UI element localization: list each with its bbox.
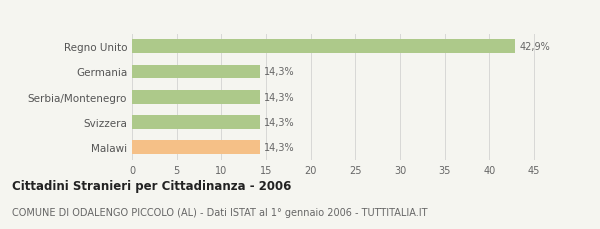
Bar <box>132 141 260 155</box>
Bar <box>132 65 260 79</box>
Text: Cittadini Stranieri per Cittadinanza - 2006: Cittadini Stranieri per Cittadinanza - 2… <box>12 179 292 192</box>
Bar <box>132 116 260 129</box>
Bar <box>132 40 515 54</box>
Text: 42,9%: 42,9% <box>520 42 551 52</box>
Text: 14,3%: 14,3% <box>264 92 295 102</box>
Text: 14,3%: 14,3% <box>264 117 295 128</box>
Text: 14,3%: 14,3% <box>264 143 295 153</box>
Bar <box>132 90 260 104</box>
Text: 14,3%: 14,3% <box>264 67 295 77</box>
Text: COMUNE DI ODALENGO PICCOLO (AL) - Dati ISTAT al 1° gennaio 2006 - TUTTITALIA.IT: COMUNE DI ODALENGO PICCOLO (AL) - Dati I… <box>12 207 427 217</box>
